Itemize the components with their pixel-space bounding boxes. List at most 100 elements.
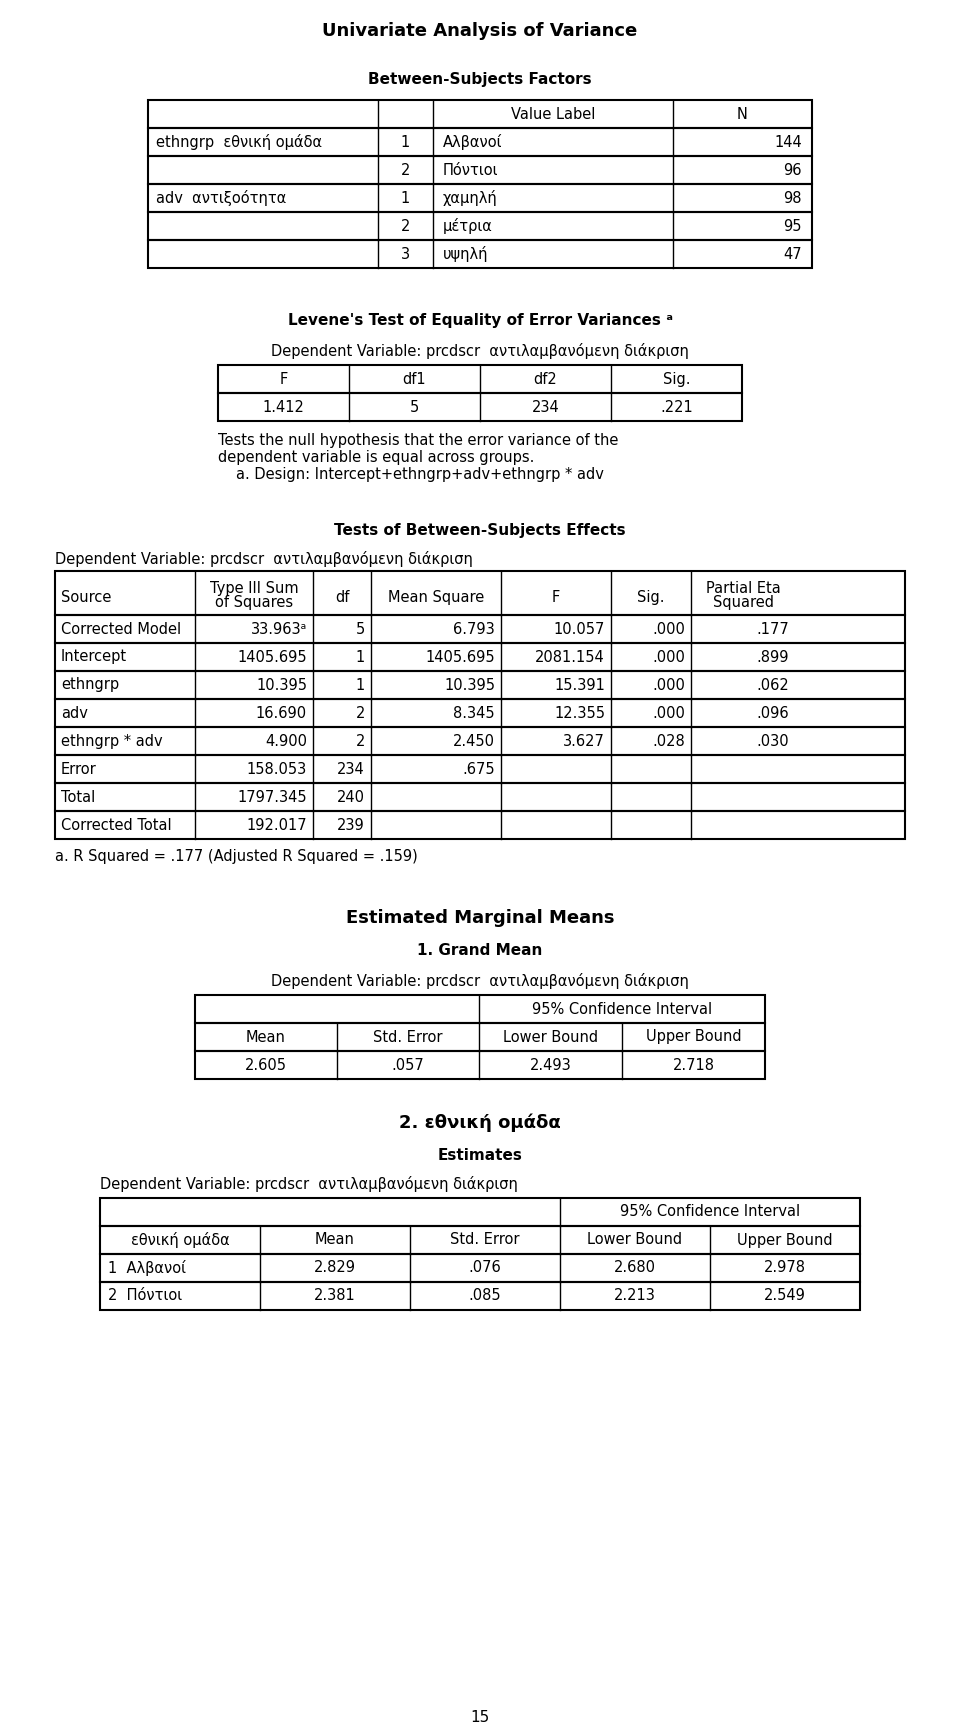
Text: .000: .000	[652, 650, 685, 664]
Text: μέτρια: μέτρια	[443, 218, 492, 233]
Text: 10.057: 10.057	[554, 621, 605, 636]
Text: Lower Bound: Lower Bound	[503, 1029, 598, 1044]
Text: 15: 15	[470, 1710, 490, 1726]
Text: Mean Square: Mean Square	[388, 590, 484, 605]
Text: dependent variable is equal across groups.: dependent variable is equal across group…	[218, 450, 535, 465]
Text: 2: 2	[355, 705, 365, 721]
Text: .177: .177	[756, 621, 789, 636]
Text: df1: df1	[402, 372, 426, 387]
Text: 1: 1	[356, 650, 365, 664]
Text: Dependent Variable: prcdscr  αντιλαμβανόμενη διάκριση: Dependent Variable: prcdscr αντιλαμβανόμ…	[100, 1176, 517, 1191]
Text: 15.391: 15.391	[554, 678, 605, 693]
Text: Lower Bound: Lower Bound	[588, 1233, 683, 1248]
Text: 3.627: 3.627	[564, 733, 605, 749]
Text: Dependent Variable: prcdscr  αντιλαμβανόμενη διάκριση: Dependent Variable: prcdscr αντιλαμβανόμ…	[271, 973, 689, 989]
Text: 1: 1	[401, 190, 410, 206]
Text: ethngrp  εθνική ομάδα: ethngrp εθνική ομάδα	[156, 135, 323, 150]
Text: .000: .000	[652, 621, 685, 636]
Text: df: df	[335, 590, 349, 605]
Text: N: N	[737, 107, 748, 121]
Text: Upper Bound: Upper Bound	[737, 1233, 833, 1248]
Bar	[100, 1254, 860, 1281]
Text: 98: 98	[783, 190, 802, 206]
Text: 2: 2	[401, 218, 410, 233]
Text: 2: 2	[401, 163, 410, 178]
Text: Corrected Total: Corrected Total	[61, 818, 172, 832]
Text: 240: 240	[337, 790, 365, 804]
Bar	[55, 571, 905, 616]
Text: Mean: Mean	[315, 1233, 355, 1248]
Text: a. Design: Intercept+ethngrp+adv+ethngrp * adv: a. Design: Intercept+ethngrp+adv+ethngrp…	[236, 467, 604, 482]
Bar	[100, 1226, 860, 1254]
Text: 1797.345: 1797.345	[237, 790, 307, 804]
Text: 2: 2	[355, 733, 365, 749]
Text: .000: .000	[652, 705, 685, 721]
Bar	[195, 1024, 765, 1051]
Bar	[55, 671, 905, 699]
Text: 8.345: 8.345	[453, 705, 495, 721]
Text: 1405.695: 1405.695	[237, 650, 307, 664]
Text: 144: 144	[775, 135, 802, 149]
Bar	[195, 994, 765, 1024]
Text: Tests the null hypothesis that the error variance of the: Tests the null hypothesis that the error…	[218, 432, 618, 448]
Bar	[55, 616, 905, 643]
Text: 2. εθνική ομάδα: 2. εθνική ομάδα	[399, 1113, 561, 1132]
Text: 192.017: 192.017	[247, 818, 307, 832]
Bar	[55, 699, 905, 726]
Text: Upper Bound: Upper Bound	[646, 1029, 741, 1044]
Text: 2.213: 2.213	[614, 1288, 656, 1304]
Text: ethngrp * adv: ethngrp * adv	[61, 733, 162, 749]
Text: 2.450: 2.450	[453, 733, 495, 749]
Text: 1. Grand Mean: 1. Grand Mean	[418, 942, 542, 958]
Text: 234: 234	[532, 399, 560, 415]
Text: of Squares: of Squares	[215, 595, 293, 610]
Text: .076: .076	[468, 1260, 501, 1276]
Text: 33.963ᵃ: 33.963ᵃ	[251, 621, 307, 636]
Text: .675: .675	[463, 761, 495, 776]
Text: 2.680: 2.680	[614, 1260, 656, 1276]
Text: Univariate Analysis of Variance: Univariate Analysis of Variance	[323, 22, 637, 40]
Text: Sig.: Sig.	[662, 372, 690, 387]
Text: 2.605: 2.605	[245, 1058, 287, 1072]
Text: Std. Error: Std. Error	[450, 1233, 519, 1248]
Text: adv  αντιξοότητα: adv αντιξοότητα	[156, 190, 286, 206]
Text: εθνική ομάδα: εθνική ομάδα	[131, 1233, 229, 1248]
Text: a. R Squared = .177 (Adjusted R Squared = .159): a. R Squared = .177 (Adjusted R Squared …	[55, 849, 418, 864]
Text: adv: adv	[61, 705, 88, 721]
Text: .000: .000	[652, 678, 685, 693]
Text: ethngrp: ethngrp	[61, 678, 119, 693]
Bar	[55, 811, 905, 839]
Text: 5: 5	[356, 621, 365, 636]
Bar	[55, 726, 905, 756]
Text: Dependent Variable: prcdscr  αντιλαμβανόμενη διάκριση: Dependent Variable: prcdscr αντιλαμβανόμ…	[271, 342, 689, 360]
Text: Πόντιοι: Πόντιοι	[443, 163, 498, 178]
Bar	[100, 1281, 860, 1311]
Text: Mean: Mean	[246, 1029, 286, 1044]
Text: 10.395: 10.395	[256, 678, 307, 693]
Text: 2.718: 2.718	[673, 1058, 714, 1072]
Text: .028: .028	[652, 733, 685, 749]
Text: 95% Confidence Interval: 95% Confidence Interval	[532, 1001, 712, 1017]
Text: F: F	[552, 590, 560, 605]
Text: .030: .030	[756, 733, 789, 749]
Text: 158.053: 158.053	[247, 761, 307, 776]
Text: Estimates: Estimates	[438, 1148, 522, 1164]
Text: 234: 234	[337, 761, 365, 776]
Text: Tests of Between-Subjects Effects: Tests of Between-Subjects Effects	[334, 522, 626, 538]
Text: Αλβανοί: Αλβανοί	[443, 135, 502, 150]
Bar	[195, 1051, 765, 1079]
Text: 2.381: 2.381	[314, 1288, 356, 1304]
Text: 1405.695: 1405.695	[425, 650, 495, 664]
Text: υψηλή: υψηλή	[443, 246, 489, 263]
Text: Squared: Squared	[712, 595, 774, 610]
Text: 1: 1	[401, 135, 410, 149]
Text: Error: Error	[61, 761, 97, 776]
Text: .899: .899	[756, 650, 789, 664]
Text: 6.793: 6.793	[453, 621, 495, 636]
Text: Sig.: Sig.	[637, 590, 664, 605]
Text: Estimated Marginal Means: Estimated Marginal Means	[346, 909, 614, 927]
Text: 1: 1	[356, 678, 365, 693]
Text: Intercept: Intercept	[61, 650, 127, 664]
Text: χαμηλή: χαμηλή	[443, 190, 497, 206]
Bar	[148, 156, 812, 183]
